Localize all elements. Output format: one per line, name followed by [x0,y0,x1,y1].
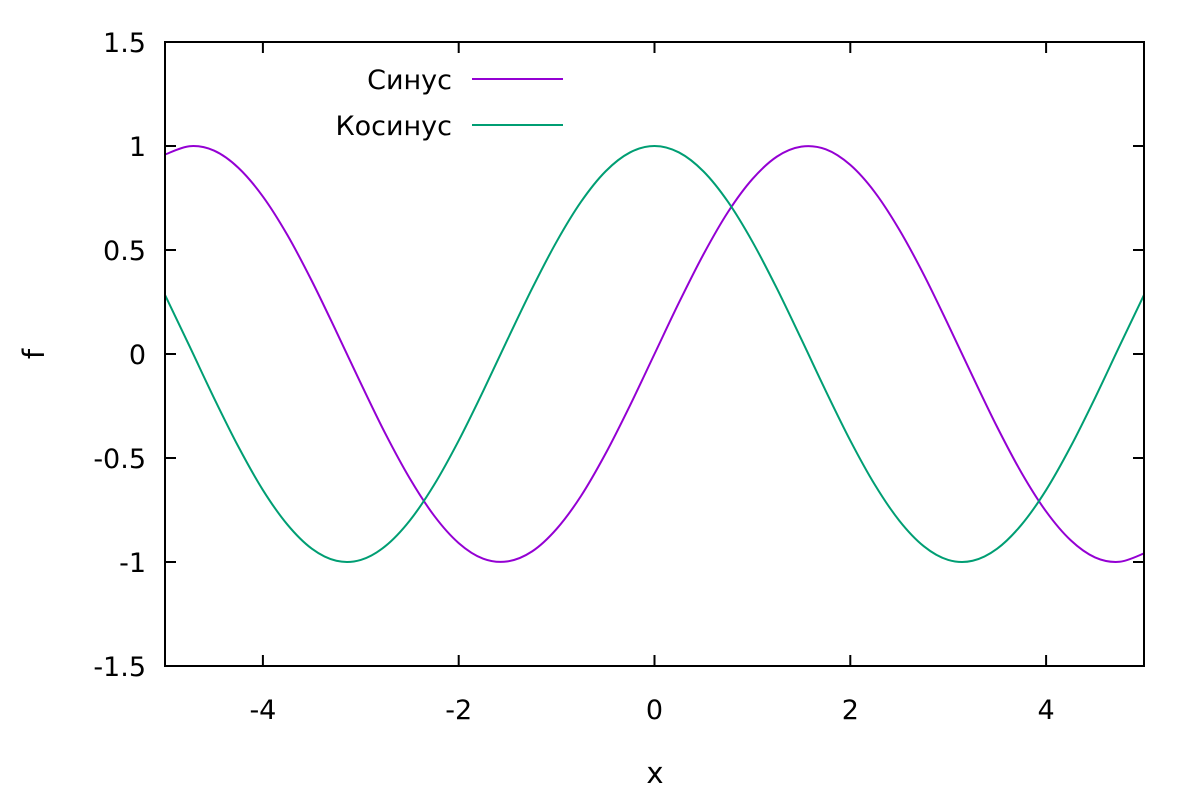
y-tick-label: 1 [129,132,146,163]
x-axis-label: x [646,756,663,790]
legend-label: Синус [367,65,452,96]
y-tick-label: 0.5 [103,236,146,267]
legend-label: Косинус [335,111,452,142]
y-axis-label: f [17,348,51,359]
y-tick-label: 0 [129,340,146,371]
plot-frame [164,41,1145,667]
y-tick-label: -0.5 [93,444,146,475]
x-tick-label: 2 [842,695,859,726]
y-tick-labels: -1.5 -1 -0.5 0 0.5 1 1.5 [93,28,146,683]
legend: Синус Косинус [335,65,563,142]
x-tick-label: -4 [249,695,276,726]
y-tick-label: -1 [119,548,146,579]
x-tick-label: 4 [1038,695,1055,726]
y-tick-label: -1.5 [93,652,146,683]
series-line-2 [164,145,1145,563]
y-tick-label: 1.5 [103,28,146,59]
series-line-1 [164,145,1145,563]
x-tick-label: 0 [646,695,663,726]
x-tick-label: -2 [445,695,472,726]
x-tick-labels: -4 -2 0 2 4 [249,695,1054,726]
series-lines [164,145,1145,563]
